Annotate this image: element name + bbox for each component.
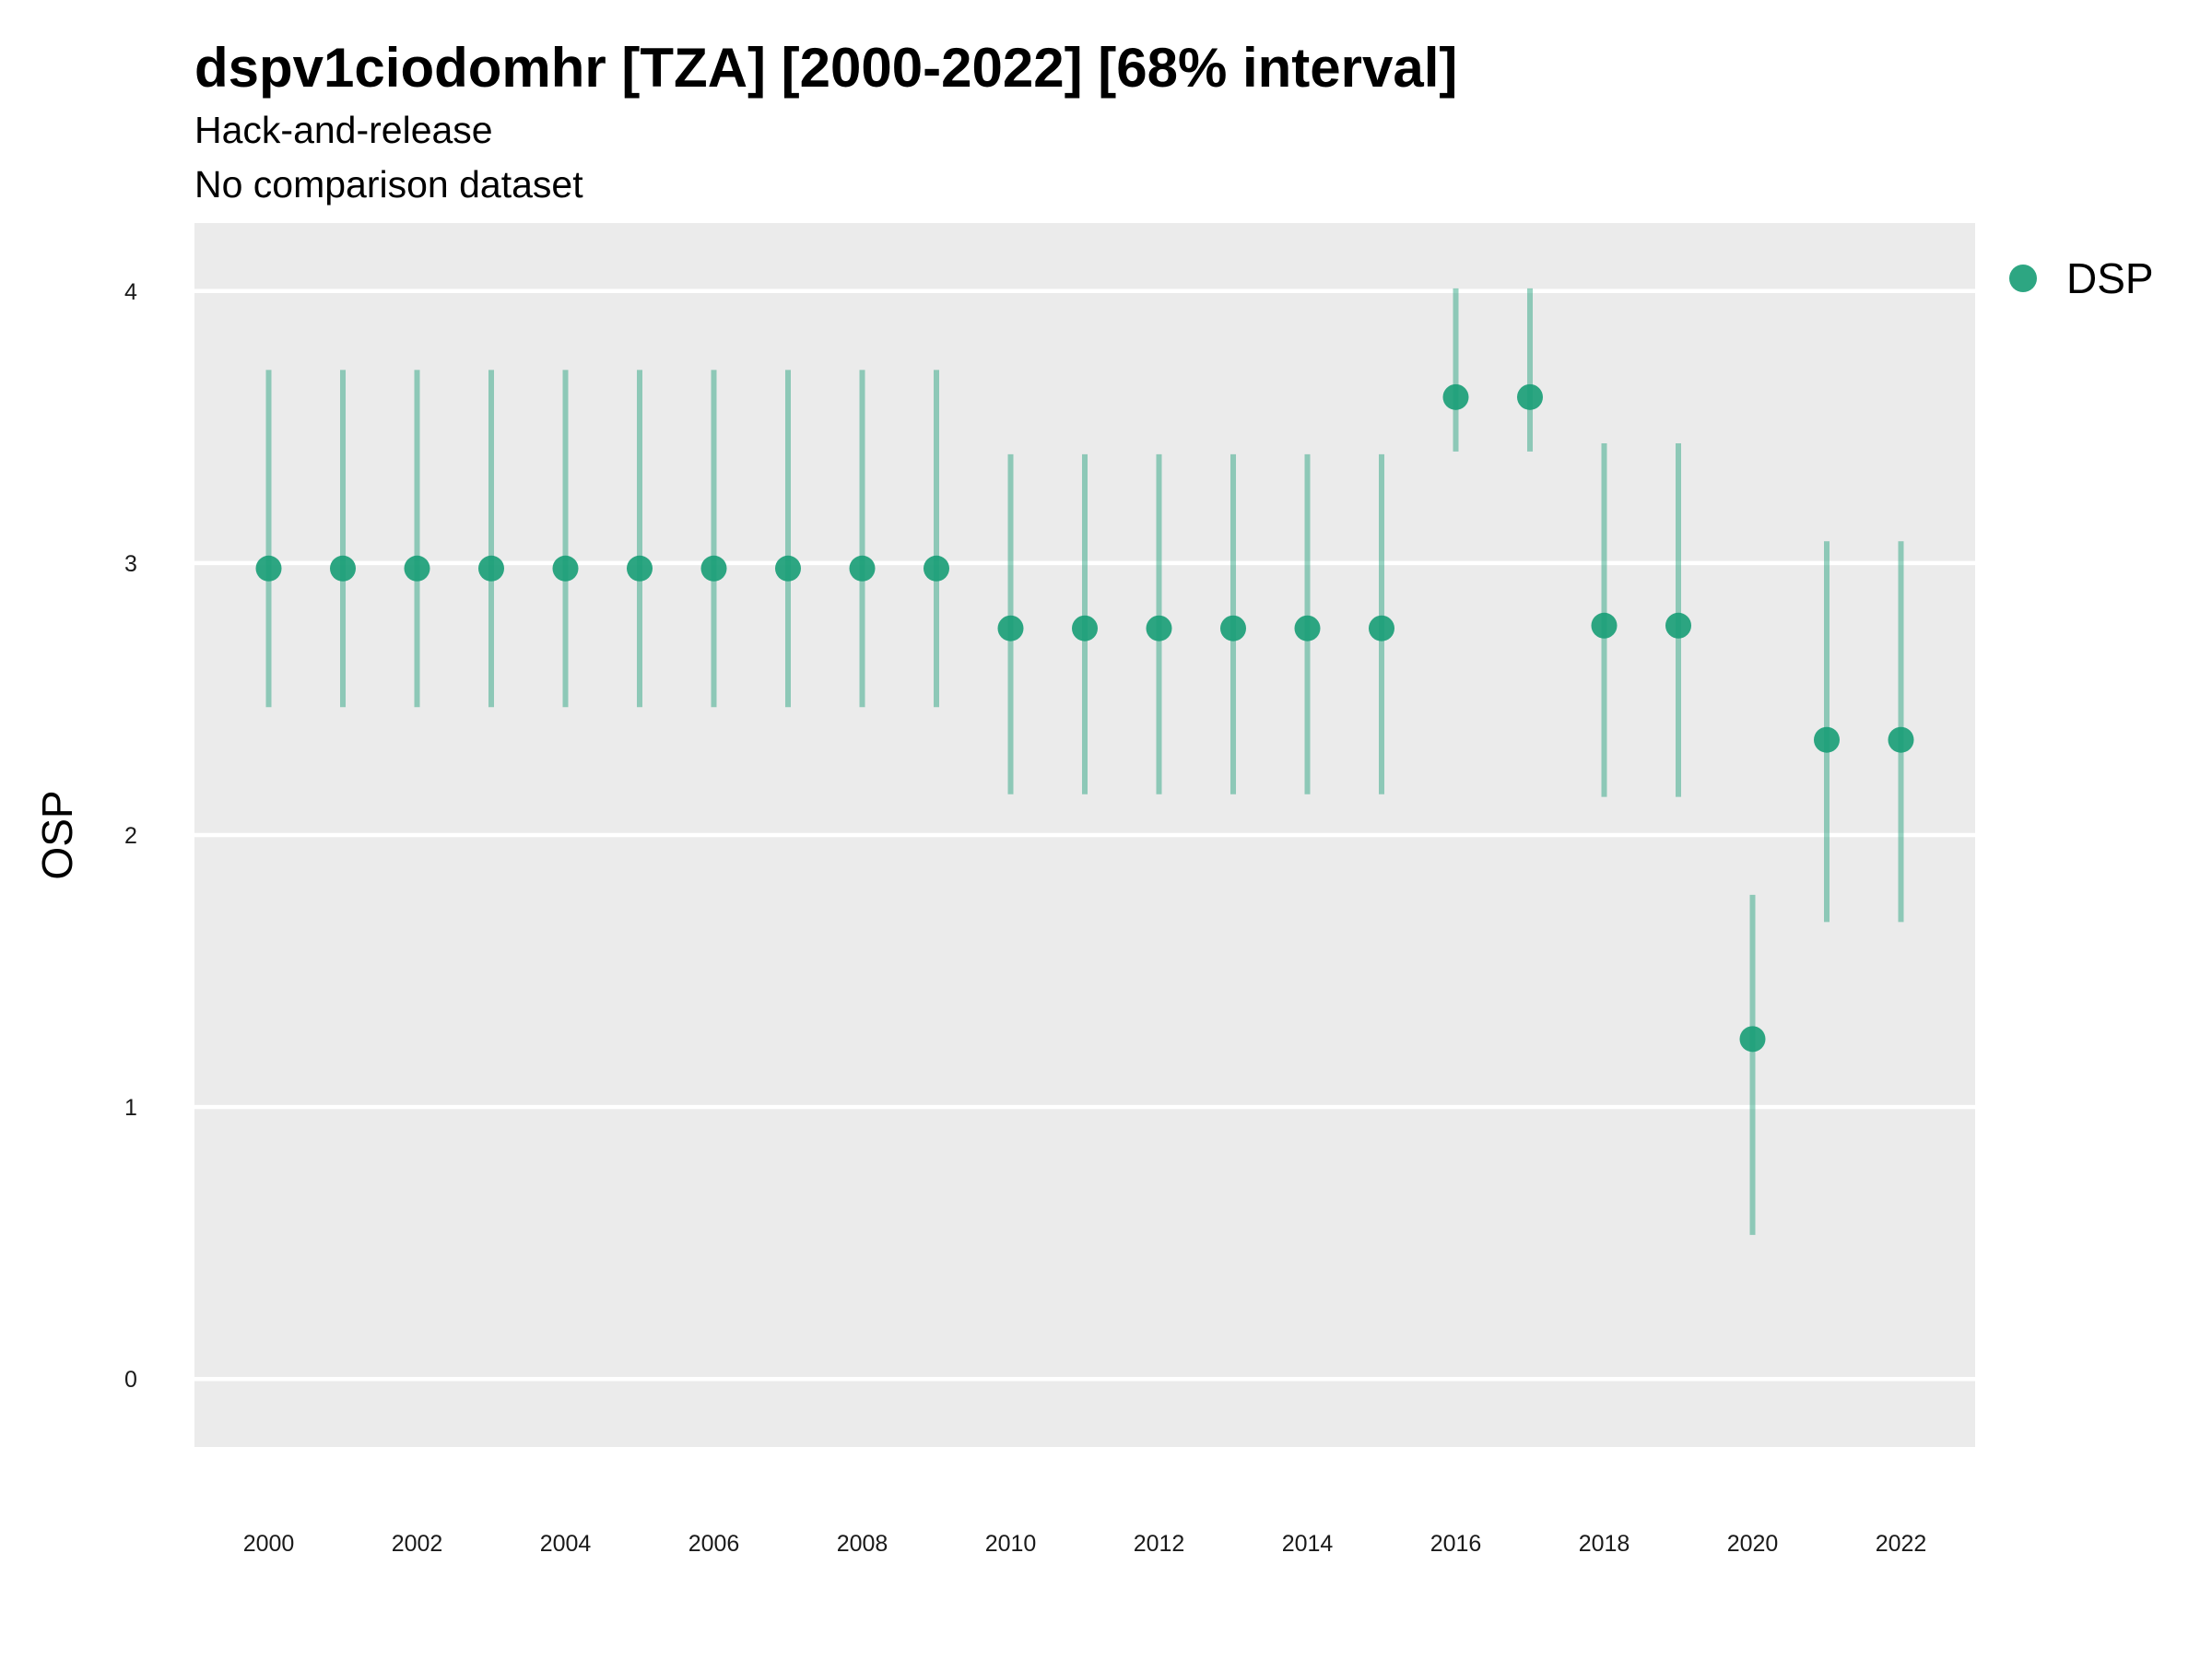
data-point-2000 (255, 555, 282, 582)
chart-subtitle-line-2: No comparison dataset (194, 163, 583, 206)
data-point-2018 (1591, 612, 1618, 639)
x-tick-label: 2012 (1134, 1531, 1185, 1557)
y-axis-title: OSP (33, 790, 81, 879)
y-tick-label: 3 (124, 551, 137, 577)
x-axis-tick-labels: 2000 2002 2004 2006 2008 2010 2012 2014 2016 2018… (243, 1531, 1927, 1557)
data-point-2014 (1294, 615, 1321, 641)
x-tick-label: 2022 (1876, 1531, 1927, 1557)
x-tick-label: 2006 (688, 1531, 740, 1557)
data-point-2015 (1369, 615, 1394, 641)
legend: DSP (2009, 254, 2154, 302)
data-point-2002 (404, 555, 430, 582)
y-tick-label: 1 (124, 1095, 137, 1121)
x-tick-label: 2002 (392, 1531, 443, 1557)
x-tick-label: 2000 (243, 1531, 295, 1557)
x-tick-label: 2018 (1579, 1531, 1630, 1557)
data-point-2013 (1220, 615, 1246, 641)
x-tick-label: 2010 (985, 1531, 1037, 1557)
data-point-2012 (1146, 615, 1172, 641)
data-point-2017 (1517, 383, 1543, 410)
data-points (255, 383, 1914, 1053)
legend-key-dsp (2009, 265, 2037, 292)
y-tick-label: 0 (124, 1367, 137, 1393)
data-point-2011 (1072, 615, 1098, 641)
y-tick-label: 4 (124, 279, 137, 305)
chart-subtitle-line-1: Hack-and-release (194, 109, 493, 151)
data-point-2010 (997, 615, 1024, 641)
x-tick-label: 2016 (1430, 1531, 1482, 1557)
data-point-2019 (1665, 612, 1691, 639)
data-point-2006 (700, 555, 727, 582)
x-tick-label: 2008 (837, 1531, 888, 1557)
y-tick-label: 2 (124, 823, 137, 849)
data-point-2007 (775, 555, 801, 582)
data-point-2003 (478, 555, 504, 582)
data-point-2022 (1888, 726, 1914, 753)
x-tick-label: 2004 (540, 1531, 592, 1557)
x-tick-label: 2014 (1282, 1531, 1334, 1557)
data-point-2020 (1739, 1026, 1766, 1053)
x-tick-label: 2020 (1727, 1531, 1779, 1557)
data-point-2008 (849, 555, 876, 582)
legend-label-dsp: DSP (2066, 254, 2154, 302)
data-point-2005 (627, 555, 653, 582)
data-point-2009 (924, 555, 949, 582)
data-point-2001 (330, 555, 356, 582)
data-point-2021 (1814, 726, 1840, 753)
y-axis-tick-labels: 0 1 2 3 4 (124, 279, 137, 1393)
data-point-2016 (1442, 383, 1469, 410)
data-point-2004 (552, 555, 579, 582)
chart-title: dspv1ciodomhr [TZA] [2000-2022] [68% int… (194, 37, 1457, 99)
